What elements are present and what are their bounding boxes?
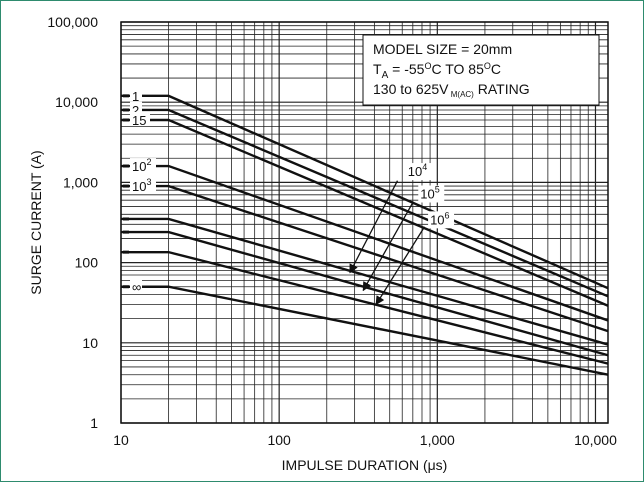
- series-label: 102: [132, 157, 151, 174]
- annotation-line-2: TA = -55OC TO 85OC: [373, 61, 501, 81]
- arrow-line: [362, 202, 414, 292]
- y-tick-label: 1: [90, 415, 98, 431]
- series-label: 103: [132, 177, 151, 194]
- series-label-bg: [130, 87, 142, 102]
- series-label-bg: [130, 158, 156, 173]
- series-line: [121, 285, 609, 376]
- y-tick-label: 100: [75, 255, 99, 271]
- arrow-label-bg: [428, 211, 455, 229]
- annotation-line-1: MODEL SIZE = 20mm: [373, 41, 512, 57]
- y-axis-label: SURGE CURRENT (A): [28, 150, 44, 294]
- series-label-bg: [130, 278, 142, 293]
- arrow-line: [375, 226, 426, 306]
- arrow-label-bg: [405, 163, 432, 181]
- y-tick-label: 1,000: [63, 174, 98, 190]
- arrow-label: 106: [430, 210, 449, 227]
- plot-border: [120, 21, 609, 424]
- arrow-line: [349, 180, 399, 274]
- y-tick-label: 100,000: [47, 14, 98, 30]
- x-tick-label: 10,000: [574, 432, 617, 448]
- series-line: [121, 250, 609, 365]
- series-label-bg: [130, 178, 156, 193]
- series-line: [121, 217, 609, 346]
- x-tick-label: 1,000: [420, 432, 455, 448]
- arrows: 104 105 106: [349, 162, 455, 306]
- x-axis-label: IMPULSE DURATION (μs): [282, 457, 448, 473]
- series-label-bg: [130, 111, 150, 126]
- arrow-label-bg: [418, 185, 445, 203]
- arrow-label: 104: [408, 162, 427, 179]
- series-lines: [121, 94, 609, 376]
- annotation-box-bg: [362, 34, 600, 106]
- series-label: 1: [132, 89, 139, 104]
- series-line: [121, 230, 609, 357]
- x-tick-label: 10: [113, 432, 129, 448]
- series-label: ∞: [132, 280, 141, 295]
- series-label: 2: [132, 103, 139, 118]
- y-tick-label: 10,000: [55, 94, 98, 110]
- series-line: [121, 118, 609, 307]
- arrow-label: 105: [420, 184, 439, 201]
- x-tick-label: 100: [267, 432, 291, 448]
- series-label: 15: [132, 113, 146, 128]
- axes: 10 100 1,000 10,000 1 10 100 1,000 10,000 100,000…: [28, 14, 617, 473]
- y-tick-label: 10: [82, 335, 98, 351]
- annotation-line-3: 130 to 625V M(AC) RATING: [373, 81, 530, 99]
